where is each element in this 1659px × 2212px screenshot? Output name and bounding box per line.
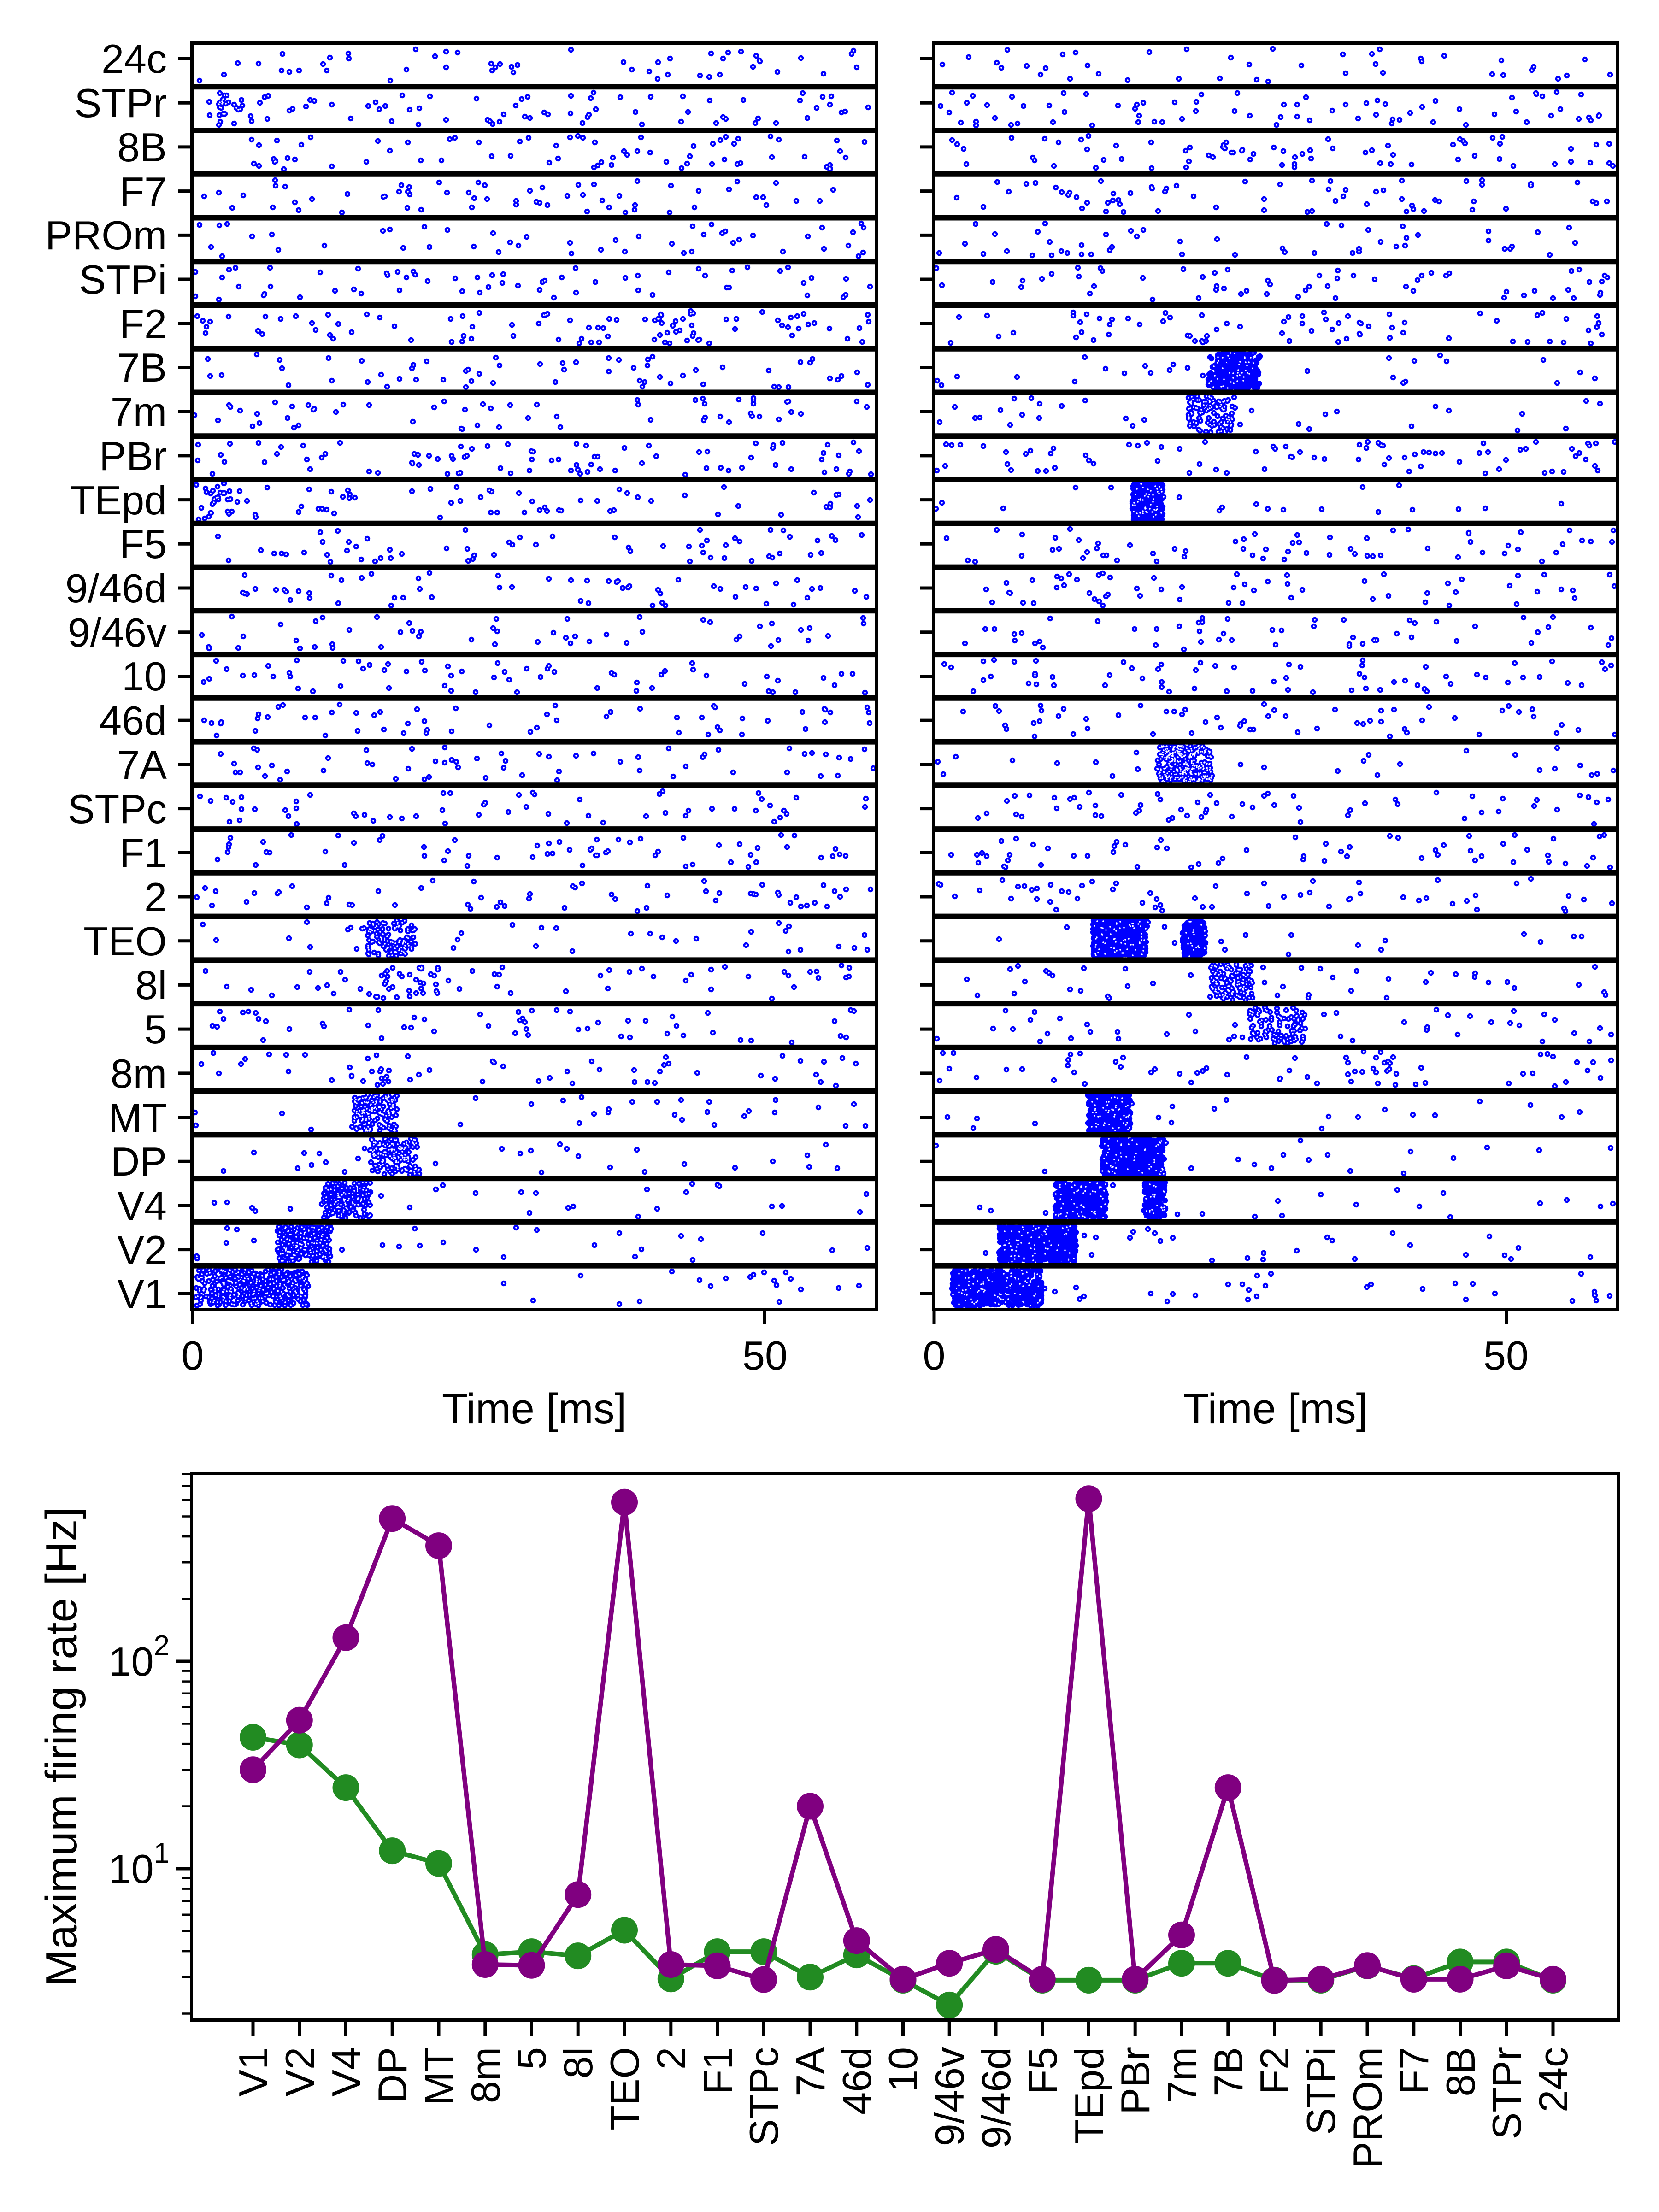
svg-text:50: 50	[742, 1333, 788, 1378]
svg-text:5: 5	[509, 2047, 554, 2070]
svg-text:8l: 8l	[135, 962, 167, 1008]
svg-text:V4: V4	[324, 2047, 369, 2097]
svg-text:9/46d: 9/46d	[65, 565, 167, 611]
svg-text:V4: V4	[117, 1183, 167, 1229]
svg-text:V2: V2	[117, 1227, 167, 1273]
svg-text:F2: F2	[119, 301, 167, 347]
svg-text:7A: 7A	[117, 742, 167, 788]
svg-text:PBr: PBr	[99, 433, 167, 479]
svg-text:46d: 46d	[834, 2047, 880, 2115]
svg-text:TEpd: TEpd	[70, 477, 167, 523]
svg-text:F5: F5	[1020, 2047, 1065, 2094]
svg-text:0: 0	[923, 1333, 946, 1378]
svg-text:5: 5	[144, 1006, 167, 1052]
svg-text:8B: 8B	[117, 124, 167, 170]
svg-text:7A: 7A	[788, 2047, 833, 2097]
svg-text:2: 2	[144, 874, 167, 920]
svg-text:7B: 7B	[1206, 2047, 1251, 2097]
svg-text:STPc: STPc	[68, 786, 167, 832]
svg-text:V1: V1	[230, 2047, 276, 2097]
svg-text:Time [ms]: Time [ms]	[1183, 1385, 1368, 1432]
svg-text:TEO: TEO	[602, 2047, 647, 2130]
svg-text:DP: DP	[370, 2047, 415, 2103]
svg-text:2: 2	[648, 2047, 694, 2070]
svg-text:7B: 7B	[117, 345, 167, 390]
svg-text:MT: MT	[108, 1095, 167, 1141]
svg-text:24c: 24c	[101, 36, 167, 82]
svg-text:8B: 8B	[1438, 2047, 1483, 2097]
svg-text:F1: F1	[119, 830, 167, 876]
svg-text:STPi: STPi	[1298, 2047, 1344, 2135]
svg-text:F7: F7	[1391, 2047, 1437, 2094]
svg-text:STPr: STPr	[75, 80, 167, 126]
svg-text:TEO: TEO	[83, 918, 167, 964]
svg-text:MT: MT	[416, 2047, 462, 2106]
svg-text:8l: 8l	[555, 2047, 601, 2079]
svg-text:TEpd: TEpd	[1066, 2047, 1112, 2144]
svg-text:24c: 24c	[1530, 2047, 1576, 2112]
svg-text:8m: 8m	[111, 1051, 167, 1096]
svg-text:9/46d: 9/46d	[973, 2047, 1019, 2148]
svg-text:0: 0	[182, 1333, 204, 1378]
svg-text:STPi: STPi	[79, 257, 167, 302]
svg-text:9/46v: 9/46v	[68, 610, 167, 655]
svg-text:50: 50	[1483, 1333, 1529, 1378]
svg-text:PROm: PROm	[45, 212, 167, 258]
svg-text:F5: F5	[119, 521, 167, 567]
svg-text:F7: F7	[119, 169, 167, 214]
svg-text:PBr: PBr	[1112, 2047, 1158, 2115]
svg-text:9/46v: 9/46v	[927, 2047, 972, 2146]
svg-text:7m: 7m	[1159, 2047, 1205, 2103]
svg-text:V2: V2	[277, 2047, 323, 2097]
svg-text:STPc: STPc	[741, 2047, 787, 2146]
svg-text:STPr: STPr	[1484, 2047, 1530, 2139]
svg-text:F2: F2	[1252, 2047, 1297, 2094]
svg-text:PROm: PROm	[1345, 2047, 1390, 2169]
svg-text:46d: 46d	[99, 698, 167, 743]
svg-text:Maximum firing rate [Hz]: Maximum firing rate [Hz]	[37, 1507, 86, 1986]
svg-text:V1: V1	[117, 1271, 167, 1317]
svg-text:10: 10	[880, 2047, 926, 2092]
svg-text:F1: F1	[695, 2047, 741, 2094]
svg-text:8m: 8m	[463, 2047, 508, 2103]
svg-text:7m: 7m	[111, 389, 167, 435]
svg-text:Time [ms]: Time [ms]	[442, 1385, 626, 1432]
svg-text:10: 10	[122, 653, 167, 699]
svg-text:DP: DP	[111, 1139, 167, 1184]
